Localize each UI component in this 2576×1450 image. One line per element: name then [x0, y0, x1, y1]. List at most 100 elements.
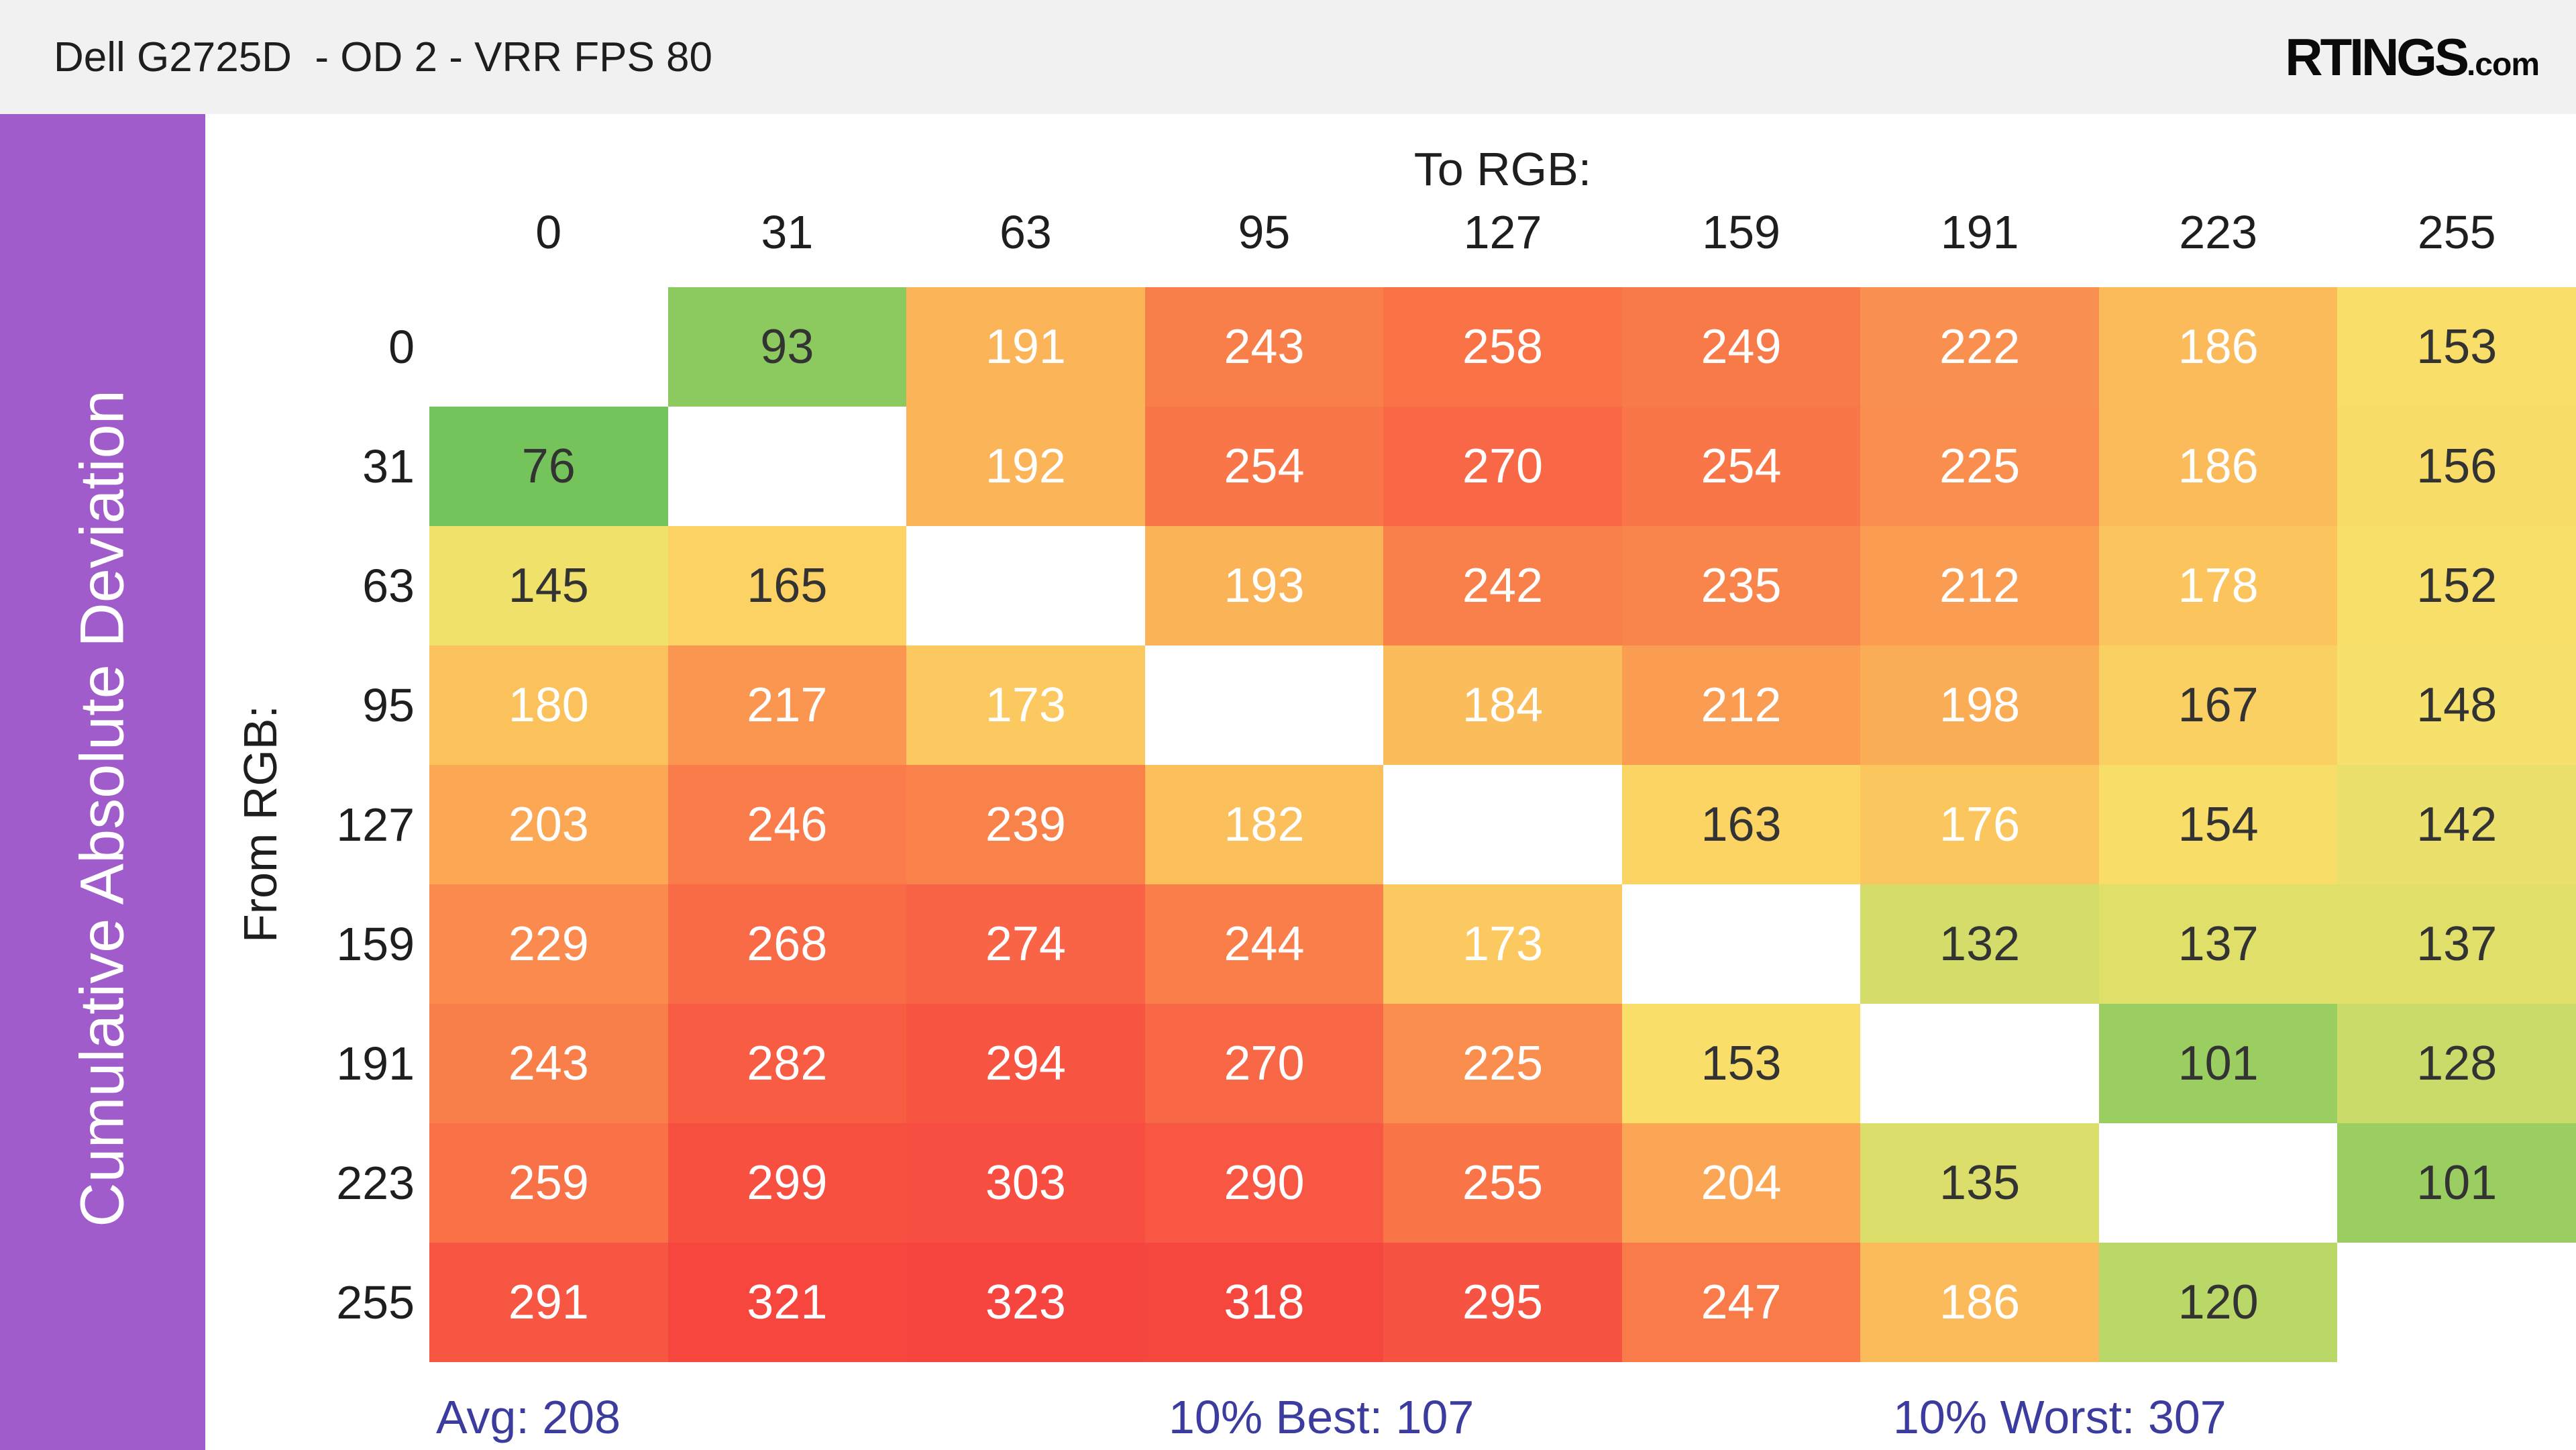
page-title: Dell G2725D - OD 2 - VRR FPS 80	[54, 34, 712, 81]
col-header: 31	[761, 206, 814, 258]
heatmap-cell: 192	[906, 407, 1145, 526]
heatmap-cell: 148	[2337, 645, 2576, 765]
heatmap-cell: 142	[2337, 765, 2576, 884]
heatmap-cell: 268	[667, 884, 907, 1004]
heatmap-cell: 154	[2098, 765, 2338, 884]
heatmap-cell-blank	[906, 526, 1145, 645]
heatmap-cell: 225	[1383, 1004, 1622, 1123]
heatmap-cell: 318	[1144, 1243, 1384, 1362]
heatmap-cell-blank	[1383, 765, 1622, 884]
heatmap-cell: 290	[1144, 1123, 1384, 1243]
heatmap-cell: 255	[1383, 1123, 1622, 1243]
heatmap-cell: 186	[2098, 287, 2338, 407]
heatmap-cell: 243	[429, 1004, 668, 1123]
row-header: 223	[336, 1157, 415, 1209]
heatmap-cell: 193	[1144, 526, 1384, 645]
heatmap-cell: 294	[906, 1004, 1145, 1123]
heatmap-cell: 203	[429, 765, 668, 884]
heatmap-cell: 145	[429, 526, 668, 645]
heatmap-cell: 295	[1383, 1243, 1622, 1362]
heatmap-cell: 135	[1860, 1123, 2099, 1243]
heatmap-cell: 244	[1144, 884, 1384, 1004]
heatmap-cell: 120	[2098, 1243, 2338, 1362]
row-header: 159	[336, 918, 415, 970]
heatmap-cell: 323	[906, 1243, 1145, 1362]
heatmap-cell: 165	[667, 526, 907, 645]
heatmap-cell: 321	[667, 1243, 907, 1362]
heatmap-cell: 225	[1860, 407, 2099, 526]
stat-10-best: 10% Best: 107	[1169, 1391, 1474, 1443]
heatmap-cell: 222	[1860, 287, 2099, 407]
heatmap-cell: 101	[2337, 1123, 2576, 1243]
heatmap-cell-blank	[1145, 645, 1384, 765]
heatmap-cell-blank	[668, 407, 907, 526]
heatmap-cell: 132	[1860, 884, 2099, 1004]
heatmap-cell-blank	[2337, 1243, 2576, 1362]
heatmap-cell: 180	[429, 645, 668, 765]
heatmap-cell: 163	[1621, 765, 1861, 884]
row-header: 0	[388, 321, 415, 373]
col-header: 191	[1940, 206, 2019, 258]
col-axis-label: To RGB:	[1413, 143, 1592, 195]
heatmap-cell: 212	[1860, 526, 2099, 645]
heatmap-cell: 243	[1144, 287, 1384, 407]
heatmap-cell: 128	[2337, 1004, 2576, 1123]
heatmap-cell: 184	[1383, 645, 1622, 765]
col-header: 63	[999, 206, 1052, 258]
heatmap-cell: 101	[2098, 1004, 2338, 1123]
heatmap-cell-blank	[1860, 1004, 2099, 1123]
rtings-logo: RTINGS .com	[2285, 27, 2540, 88]
logo-domain-suffix: .com	[2466, 46, 2540, 83]
heatmap-cell: 167	[2098, 645, 2338, 765]
header-bar: Dell G2725D - OD 2 - VRR FPS 80 RTINGS .c…	[0, 0, 2576, 114]
heatmap-cell: 254	[1621, 407, 1861, 526]
heatmap-cell: 303	[906, 1123, 1145, 1243]
row-header: 127	[336, 798, 415, 851]
col-header: 0	[535, 206, 562, 258]
heatmap-cell: 153	[2337, 287, 2576, 407]
heatmap-cell: 198	[1860, 645, 2099, 765]
heatmap-cell: 247	[1621, 1243, 1861, 1362]
heatmap-cell: 182	[1144, 765, 1384, 884]
heatmap-cell: 76	[429, 407, 668, 526]
heatmap-cell: 173	[906, 645, 1145, 765]
heatmap-cell: 191	[906, 287, 1145, 407]
heatmap-cell: 299	[667, 1123, 907, 1243]
row-header: 255	[336, 1276, 415, 1329]
row-header: 63	[362, 560, 415, 612]
row-header: 95	[362, 679, 415, 731]
heatmap-cell: 229	[429, 884, 668, 1004]
heatmap-cell: 235	[1621, 526, 1861, 645]
heatmap-cell: 291	[429, 1243, 668, 1362]
heatmap-cell: 270	[1383, 407, 1622, 526]
stat-10-worst: 10% Worst: 307	[1893, 1391, 2226, 1443]
row-header: 191	[336, 1037, 415, 1090]
col-header: 159	[1702, 206, 1780, 258]
heatmap-cell: 137	[2098, 884, 2338, 1004]
heatmap-cell: 254	[1144, 407, 1384, 526]
heatmap-cell: 249	[1621, 287, 1861, 407]
heatmap-cell: 186	[2098, 407, 2338, 526]
heatmap-cell: 217	[667, 645, 907, 765]
col-headers: 0 31 63 95 127 159 191 223 255	[429, 201, 2576, 263]
heatmap-cell: 242	[1383, 526, 1622, 645]
heatmap-cell-blank	[1622, 884, 1861, 1004]
heatmap-cell: 186	[1860, 1243, 2099, 1362]
heatmap-cell: 274	[906, 884, 1145, 1004]
heatmap-cell: 137	[2337, 884, 2576, 1004]
row-header: 31	[362, 440, 415, 493]
heatmap-cell: 204	[1621, 1123, 1861, 1243]
heatmap-cell: 282	[667, 1004, 907, 1123]
col-header: 223	[2179, 206, 2258, 258]
col-header: 95	[1238, 206, 1291, 258]
heatmap-cell: 93	[667, 287, 907, 407]
metric-sidebar: Cumulative Absolute Deviation	[0, 114, 205, 1450]
heatmap-cell: 212	[1621, 645, 1861, 765]
metric-label: Cumulative Absolute Deviation	[68, 390, 137, 1228]
heatmap-cell: 173	[1383, 884, 1622, 1004]
heatmap-cell: 270	[1144, 1004, 1384, 1123]
logo-text: RTINGS	[2285, 27, 2469, 87]
heatmap-cell-blank	[429, 287, 668, 407]
heatmap-cell: 246	[667, 765, 907, 884]
heatmap-cell: 176	[1860, 765, 2099, 884]
